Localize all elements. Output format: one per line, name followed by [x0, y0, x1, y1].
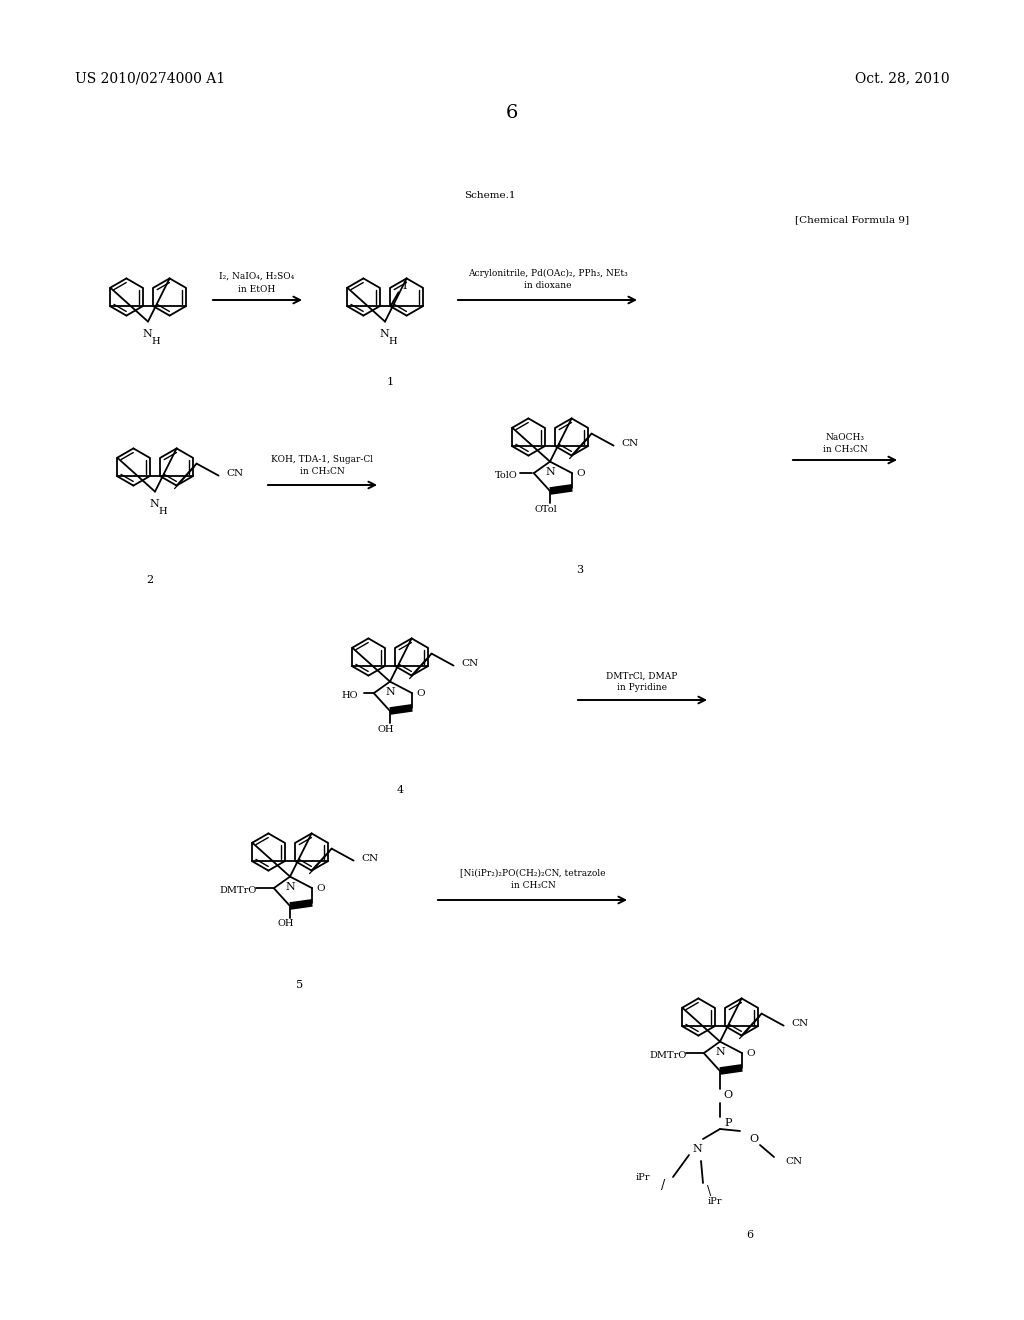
- Text: O: O: [316, 883, 326, 892]
- Text: 3: 3: [577, 565, 584, 576]
- Text: CN: CN: [785, 1156, 803, 1166]
- Text: N: N: [385, 686, 395, 697]
- Text: O: O: [577, 469, 586, 478]
- Text: H: H: [152, 337, 161, 346]
- Text: iPr: iPr: [708, 1197, 722, 1206]
- Text: in CH₃CN: in CH₃CN: [511, 880, 555, 890]
- Text: Oct. 28, 2010: Oct. 28, 2010: [855, 71, 950, 84]
- Text: 6: 6: [506, 104, 518, 121]
- Text: KOH, TDA-1, Sugar-Cl: KOH, TDA-1, Sugar-Cl: [271, 455, 373, 465]
- Text: OH: OH: [378, 725, 394, 734]
- Text: NaOCH₃: NaOCH₃: [825, 433, 864, 441]
- Text: O: O: [723, 1090, 732, 1100]
- Text: OH: OH: [278, 920, 294, 928]
- Text: 5: 5: [296, 979, 303, 990]
- Text: O: O: [750, 1134, 759, 1144]
- Text: OTol: OTol: [535, 504, 557, 513]
- Text: CN: CN: [621, 440, 638, 447]
- Text: 1: 1: [386, 378, 393, 387]
- Text: Acrylonitrile, Pd(OAc)₂, PPh₃, NEt₃: Acrylonitrile, Pd(OAc)₂, PPh₃, NEt₃: [468, 268, 628, 277]
- Text: CN: CN: [226, 469, 243, 478]
- Text: \: \: [707, 1184, 711, 1197]
- Text: N: N: [545, 466, 555, 477]
- Text: iPr: iPr: [636, 1172, 650, 1181]
- Text: H: H: [389, 337, 397, 346]
- Text: HO: HO: [342, 690, 358, 700]
- Text: in CH₃CN: in CH₃CN: [300, 467, 344, 477]
- Text: [Chemical Formula 9]: [Chemical Formula 9]: [795, 215, 909, 224]
- Text: 6: 6: [746, 1230, 754, 1239]
- Text: N: N: [150, 499, 159, 508]
- Text: N: N: [715, 1047, 725, 1056]
- Text: CN: CN: [791, 1019, 808, 1028]
- Text: I: I: [402, 281, 407, 292]
- Text: /: /: [660, 1179, 666, 1192]
- Text: in dioxane: in dioxane: [524, 281, 571, 289]
- Text: US 2010/0274000 A1: US 2010/0274000 A1: [75, 71, 225, 84]
- Text: N: N: [379, 329, 389, 339]
- Text: N: N: [285, 882, 295, 891]
- Text: O: O: [417, 689, 425, 698]
- Text: 2: 2: [146, 576, 154, 585]
- Text: I₂, NaIO₄, H₂SO₄: I₂, NaIO₄, H₂SO₄: [219, 272, 295, 281]
- Text: TolO: TolO: [495, 471, 517, 479]
- Text: DMTrO: DMTrO: [219, 886, 256, 895]
- Text: in EtOH: in EtOH: [239, 285, 275, 293]
- Text: DMTrCl, DMAP: DMTrCl, DMAP: [606, 672, 678, 681]
- Text: [Ni(iPr₂)₂PO(CH₂)₂CN, tetrazole: [Ni(iPr₂)₂PO(CH₂)₂CN, tetrazole: [460, 869, 606, 878]
- Text: in CH₃CN: in CH₃CN: [822, 446, 867, 454]
- Text: H: H: [159, 507, 167, 516]
- Text: N: N: [142, 329, 152, 339]
- Text: N: N: [692, 1144, 701, 1154]
- Text: Scheme.1: Scheme.1: [464, 190, 516, 199]
- Text: O: O: [746, 1048, 756, 1057]
- Text: DMTrO: DMTrO: [649, 1051, 686, 1060]
- Text: in Pyridine: in Pyridine: [617, 684, 667, 693]
- Text: CN: CN: [461, 659, 478, 668]
- Text: 4: 4: [396, 785, 403, 795]
- Text: P: P: [724, 1118, 732, 1129]
- Text: CN: CN: [361, 854, 378, 863]
